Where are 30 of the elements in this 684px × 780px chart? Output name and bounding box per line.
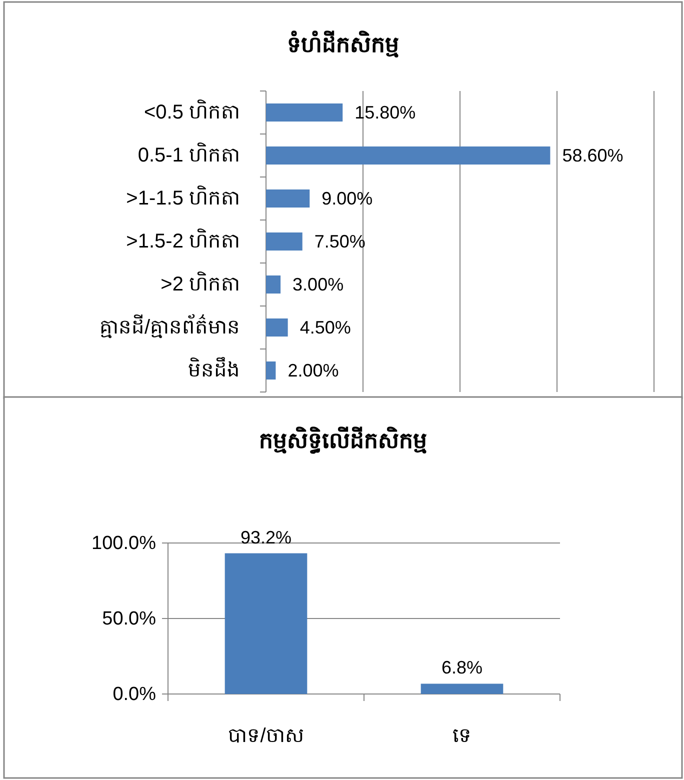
- x-tick-label: បាទ/ចាស: [228, 725, 304, 747]
- data-label: 4.50%: [300, 318, 351, 338]
- data-label: 58.60%: [562, 146, 624, 166]
- y-tick-label: មិនដឹង: [188, 356, 240, 382]
- data-label: 15.80%: [354, 102, 416, 122]
- data-label: 6.8%: [441, 658, 483, 678]
- y-tick-label: >1.5-2 ហិកតា: [126, 228, 240, 252]
- y-tick-label: 100.0%: [92, 532, 156, 554]
- chart-title: កម្មសិទ្ធិលើដីកសិកម្ម: [259, 426, 427, 454]
- bar: [266, 275, 281, 294]
- y-tick-label: >2 ហិកតា: [160, 270, 240, 296]
- bar: [266, 318, 288, 337]
- bar: [266, 146, 550, 165]
- bar: [266, 232, 302, 251]
- y-tick-label: 50.0%: [102, 608, 156, 629]
- bar: [266, 189, 310, 208]
- bar: [266, 361, 276, 380]
- y-tick-label: >1-1.5 ហិកតា: [126, 184, 240, 210]
- y-tick-label: <0.5 ហិកតា: [144, 98, 240, 124]
- data-label: 93.2%: [240, 527, 292, 548]
- data-label: 9.00%: [322, 188, 373, 208]
- y-tick-label: 0.5-1 ហិកតា: [138, 142, 240, 166]
- data-label: 3.00%: [292, 274, 344, 294]
- data-label: 7.50%: [314, 232, 366, 252]
- x-tick-label: ទេ: [452, 725, 472, 747]
- chart-title: ទំហំដីកសិកម្ម: [287, 30, 399, 58]
- data-label: 2.00%: [288, 360, 339, 380]
- bar: [266, 103, 343, 122]
- y-tick-label: គ្មានដី/គ្មានព័ត៌មាន: [99, 314, 240, 338]
- y-tick-label: 0.0%: [112, 684, 156, 704]
